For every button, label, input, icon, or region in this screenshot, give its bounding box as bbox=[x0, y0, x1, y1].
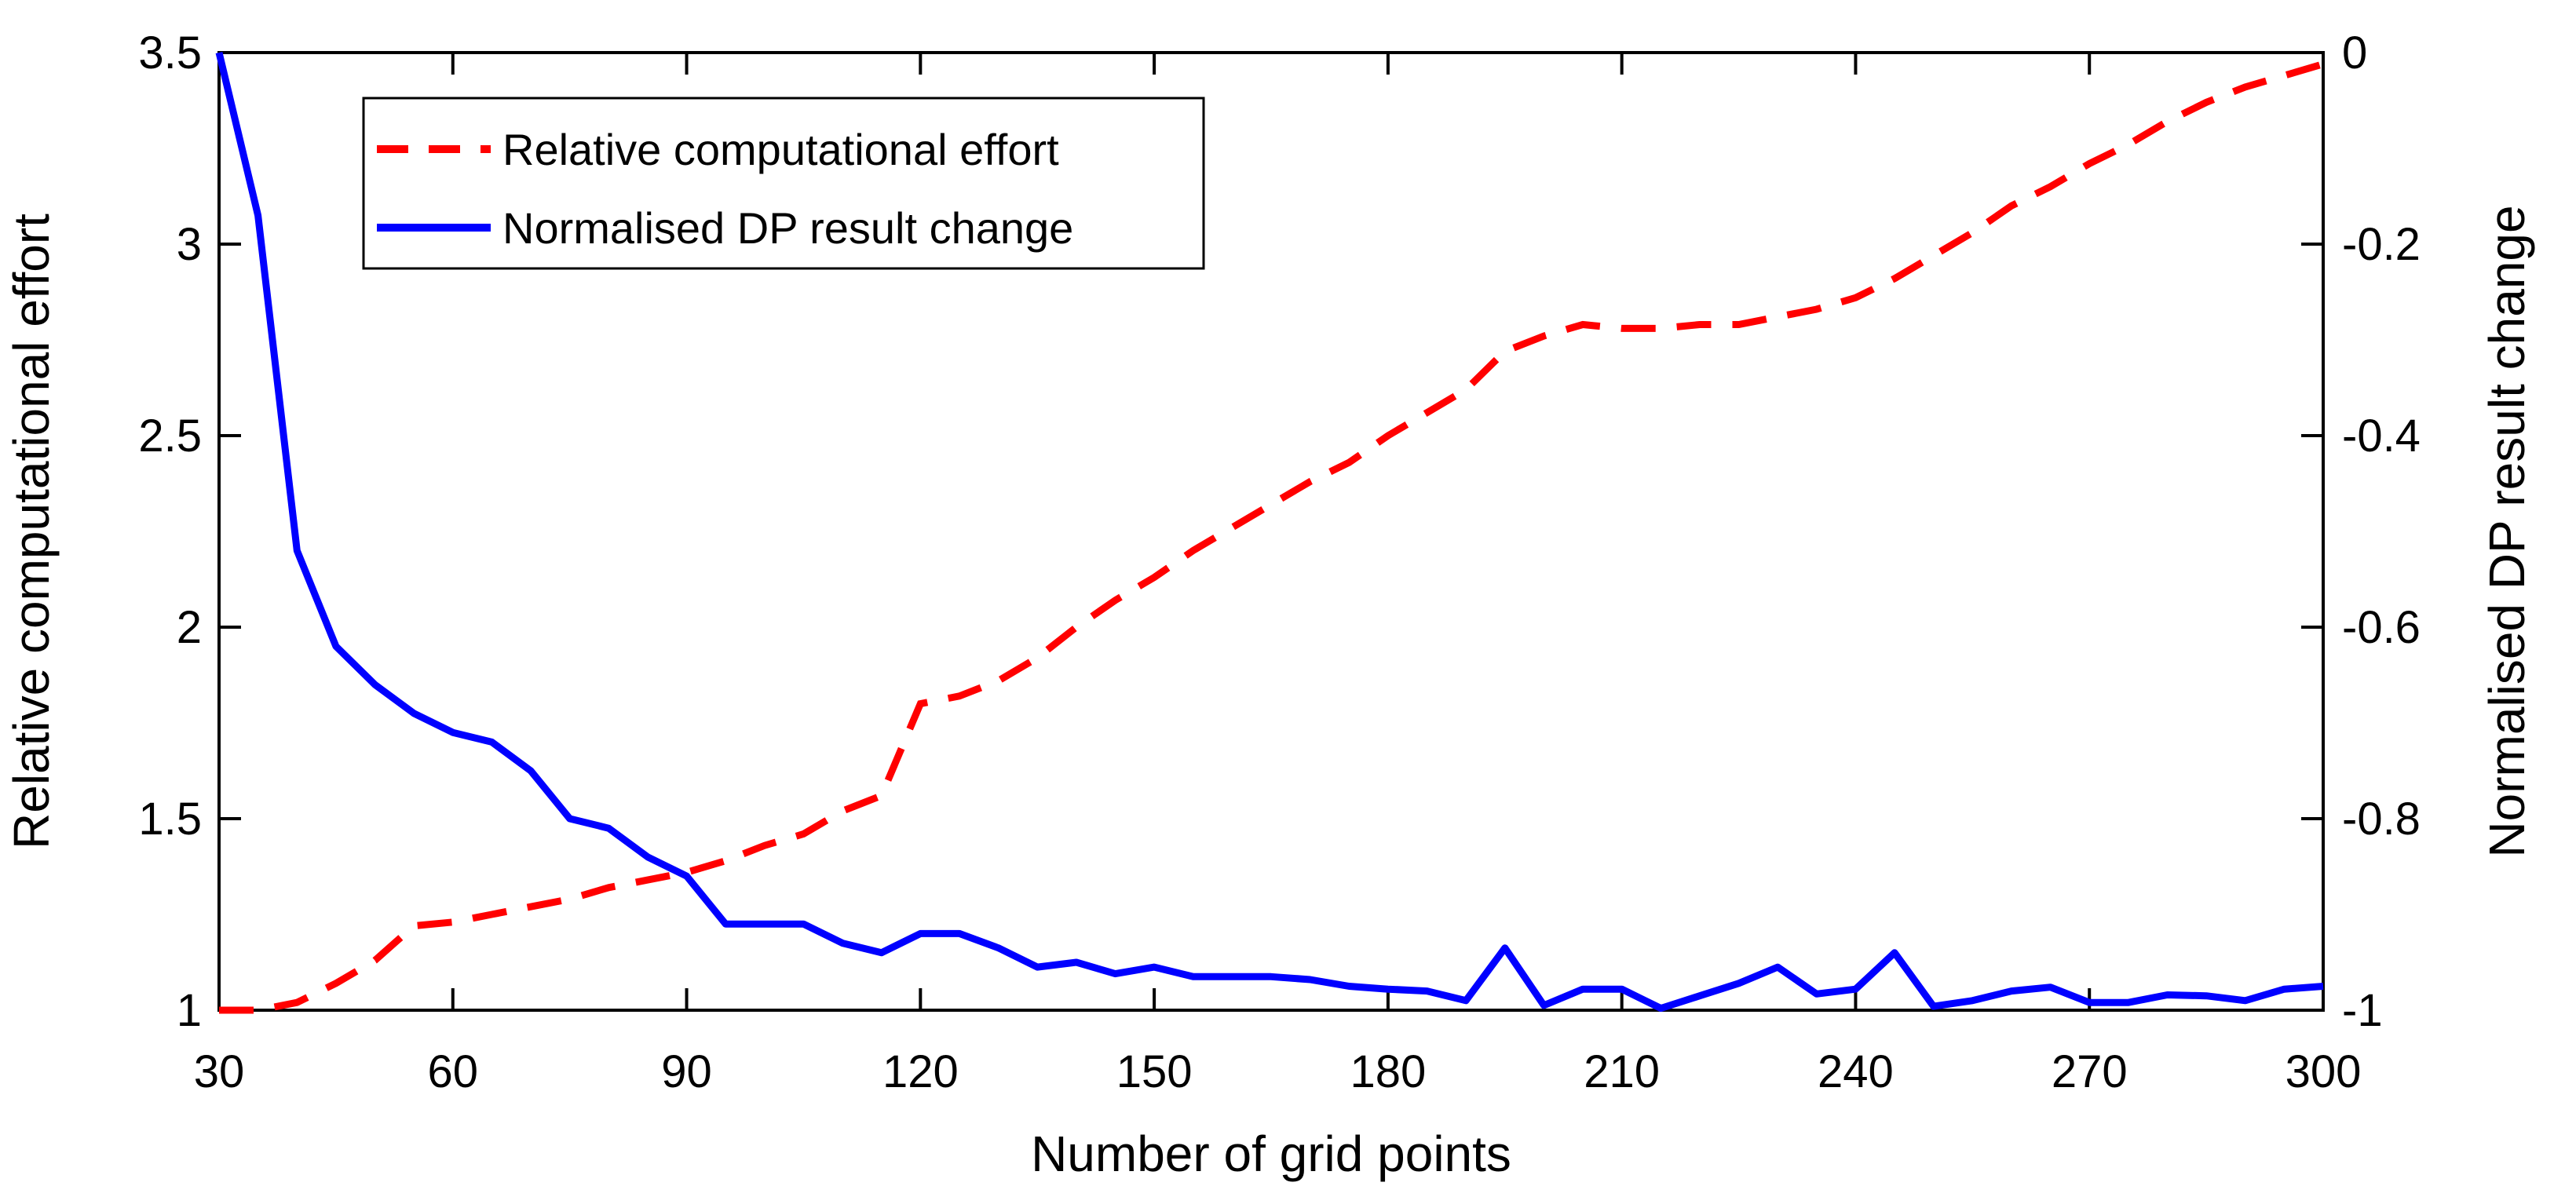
left-y-tick-label: 2 bbox=[177, 602, 202, 653]
legend-label-effort: Relative computational effort bbox=[502, 125, 1059, 174]
x-tick-label: 270 bbox=[2052, 1046, 2128, 1097]
x-tick-label: 90 bbox=[661, 1046, 712, 1097]
x-tick-label: 210 bbox=[1584, 1046, 1660, 1097]
x-tick-label: 240 bbox=[1818, 1046, 1894, 1097]
axis-ticks bbox=[217, 51, 2325, 1012]
left-y-tick-label: 3.5 bbox=[138, 27, 202, 78]
right-y-tick-label: -0.2 bbox=[2342, 219, 2421, 270]
right-y-tick-label: -0.6 bbox=[2342, 602, 2421, 653]
plot-area-border bbox=[217, 51, 2325, 1012]
legend-label-dp-change: Normalised DP result change bbox=[502, 203, 1073, 253]
right-y-axis-label: Normalised DP result change bbox=[2479, 205, 2535, 857]
x-tick-label: 60 bbox=[428, 1046, 479, 1097]
left-y-tick-label: 3 bbox=[177, 219, 202, 270]
left-y-tick-label: 1.5 bbox=[138, 794, 202, 845]
x-tick-label: 180 bbox=[1350, 1046, 1426, 1097]
normalised-dp-result-change-line bbox=[215, 51, 2324, 1013]
x-axis-label: Number of grid points bbox=[1031, 1126, 1511, 1182]
left-y-axis-label: Relative computational effort bbox=[3, 213, 60, 849]
legend: Relative computational effort Normalised… bbox=[362, 97, 1205, 270]
x-tick-label: 120 bbox=[882, 1046, 959, 1097]
right-y-tick-label: -1 bbox=[2342, 985, 2383, 1036]
left-y-tick-label: 2.5 bbox=[138, 411, 202, 462]
left-y-tick-label: 1 bbox=[177, 985, 202, 1036]
x-tick-label: 150 bbox=[1116, 1046, 1193, 1097]
x-tick-label: 30 bbox=[194, 1046, 245, 1097]
right-y-tick-label: -0.4 bbox=[2342, 411, 2421, 462]
legend-border bbox=[362, 97, 1205, 270]
x-tick-label: 300 bbox=[2286, 1046, 2362, 1097]
right-y-tick-label: 0 bbox=[2342, 27, 2367, 78]
axis-tick-labels: 30 60 90 120 150 180 210 240 270 300 1 1.5 2 2.5 3 3.5 -… bbox=[138, 27, 2421, 1097]
right-y-tick-label: -0.8 bbox=[2342, 794, 2421, 845]
